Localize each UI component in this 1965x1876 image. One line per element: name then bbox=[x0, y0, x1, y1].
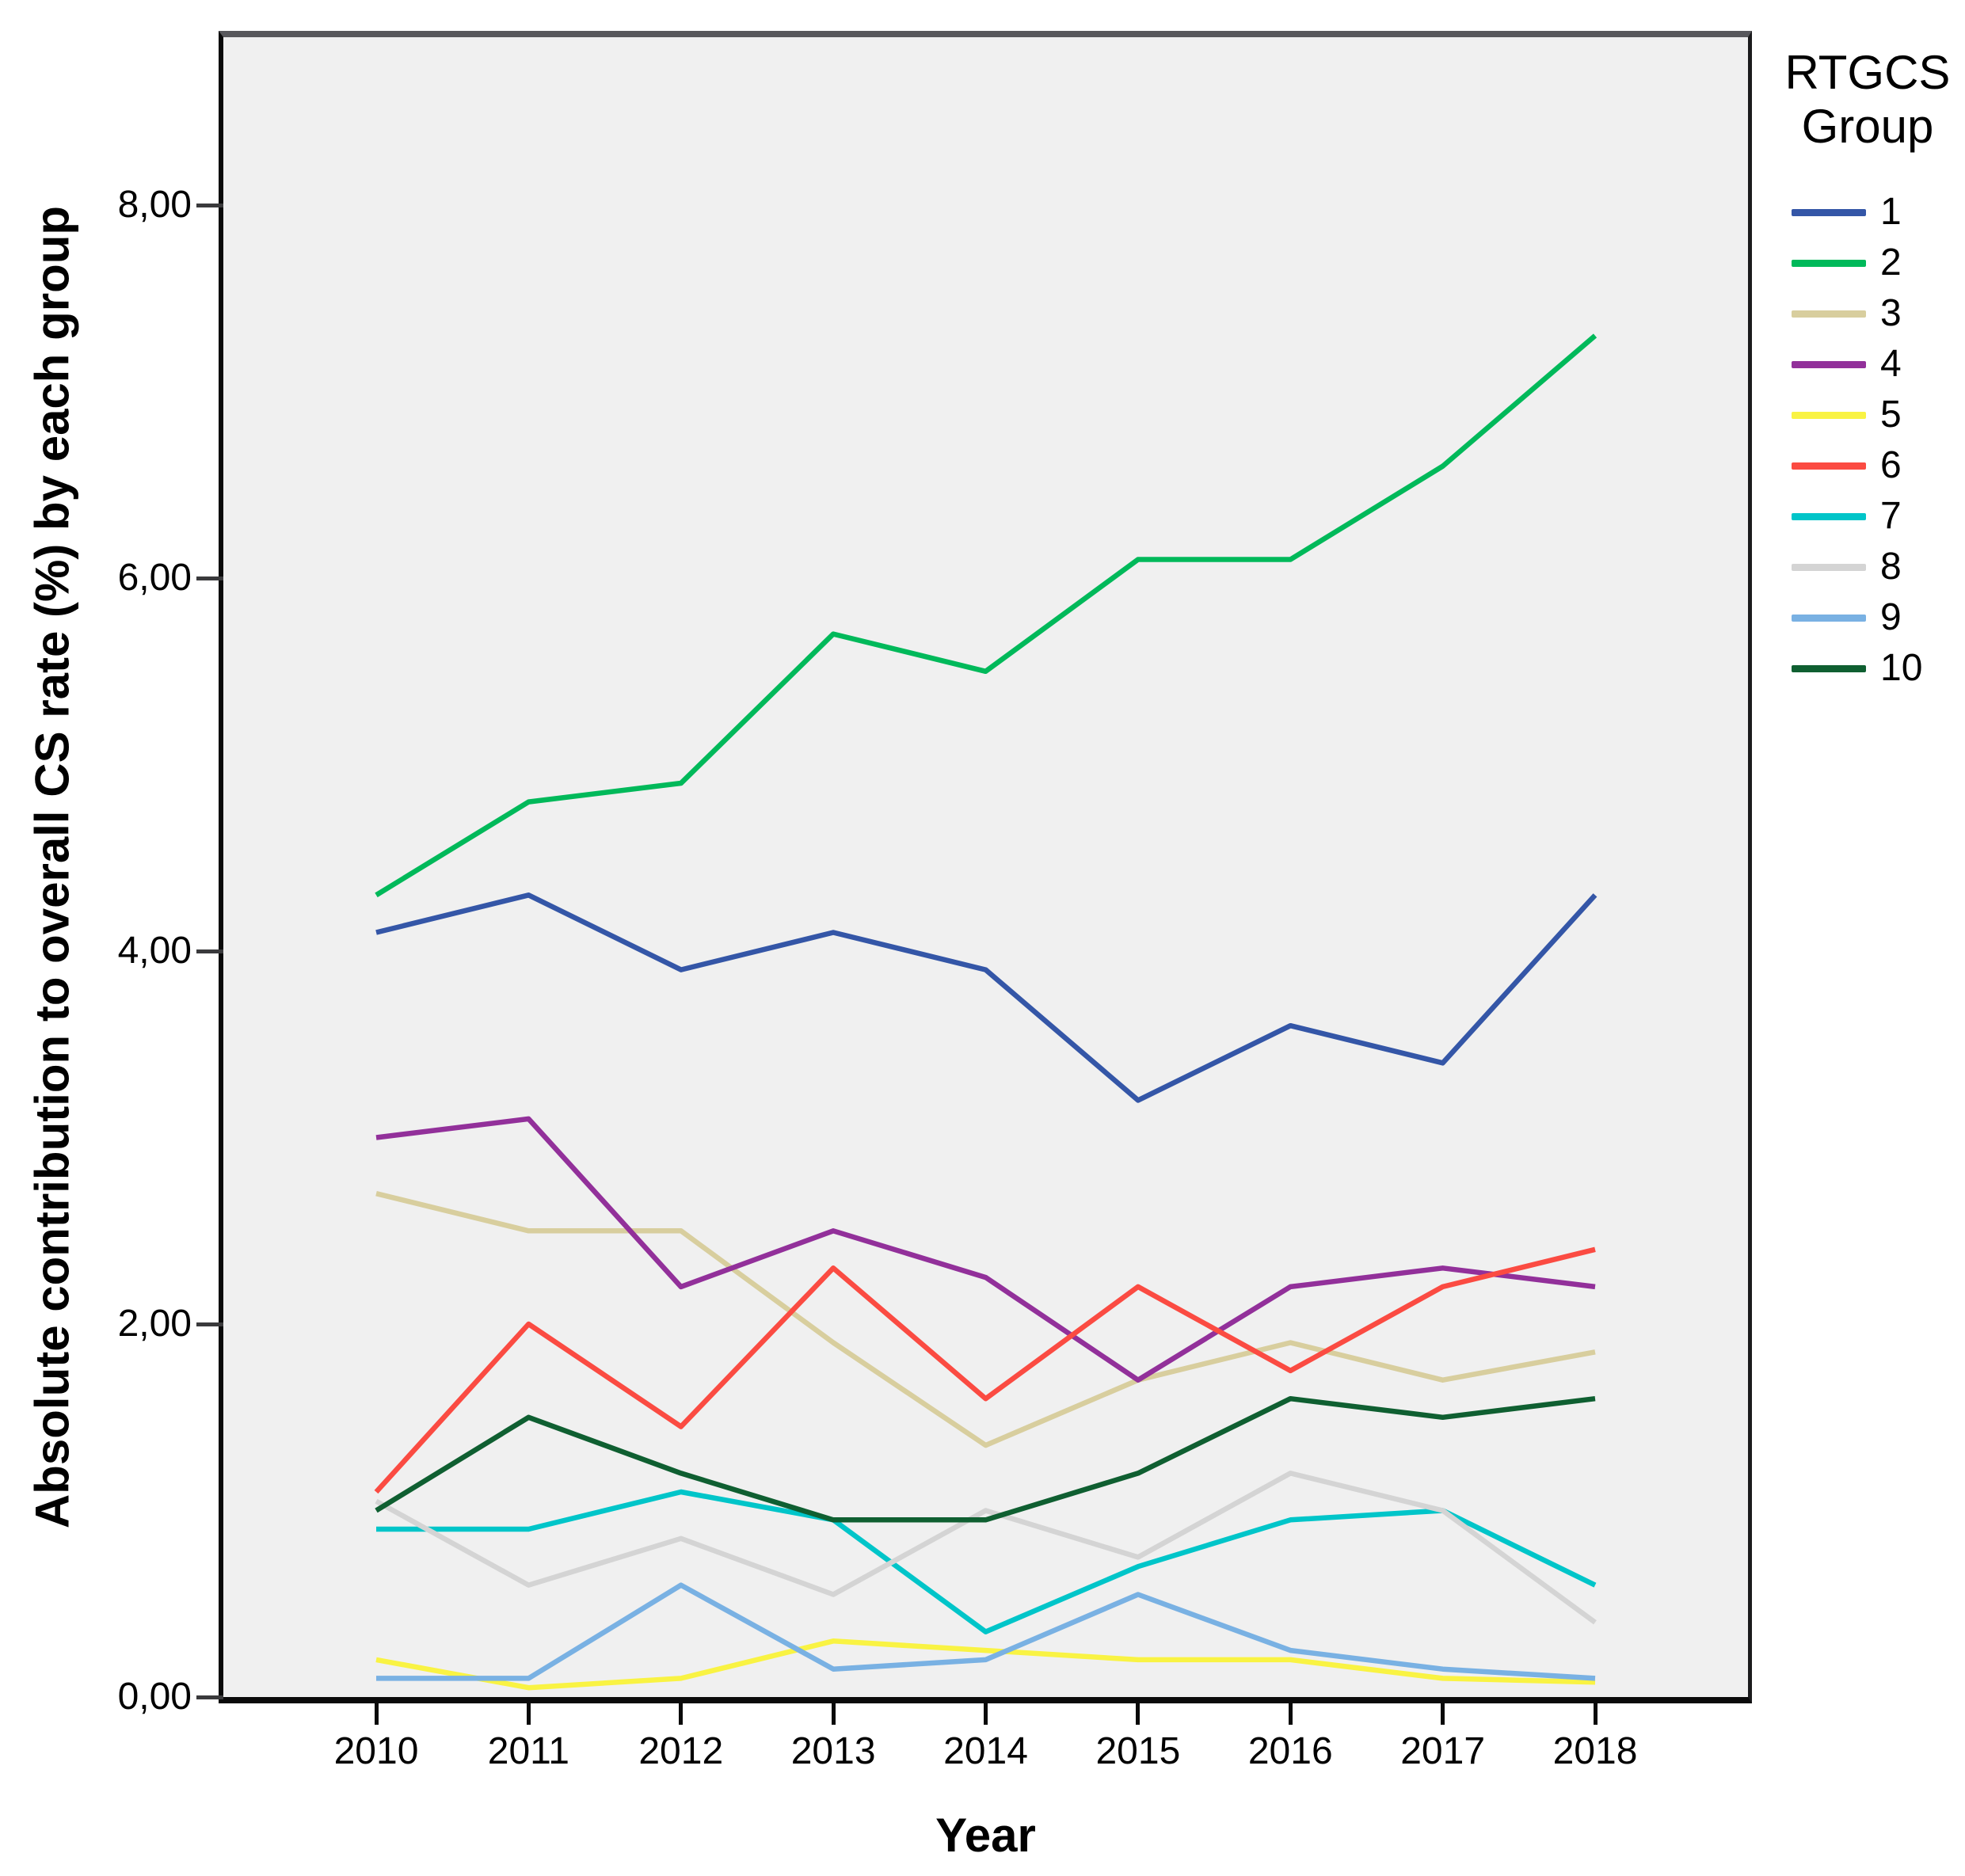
legend-rows: 1 2 3 4 5 6 7 8 9 10 bbox=[1774, 187, 1961, 694]
legend-swatch-9 bbox=[1792, 614, 1866, 622]
y-tick-mark bbox=[196, 1695, 223, 1699]
legend-swatch-4 bbox=[1792, 360, 1866, 368]
legend-item-4: 4 bbox=[1774, 339, 1961, 390]
x-tick-label: 2014 bbox=[943, 1730, 1028, 1772]
series-line-2 bbox=[375, 333, 1598, 898]
x-tick-label: 2013 bbox=[790, 1730, 876, 1772]
legend: RTGCS Group 1 2 3 4 5 6 7 8 9 10 bbox=[1774, 46, 1961, 694]
y-tick-label: 2,00 bbox=[117, 1303, 192, 1345]
legend-label: 7 bbox=[1880, 495, 1902, 537]
y-tick-mark bbox=[196, 203, 223, 207]
legend-item-10: 10 bbox=[1774, 643, 1961, 694]
x-tick-label: 2011 bbox=[487, 1730, 569, 1772]
legend-swatch-7 bbox=[1792, 512, 1866, 520]
series-line-8 bbox=[375, 1471, 1597, 1625]
x-tick-mark bbox=[831, 1703, 836, 1725]
series-line-5 bbox=[375, 1638, 1596, 1691]
legend-item-7: 7 bbox=[1774, 491, 1961, 542]
x-tick-label: 2018 bbox=[1552, 1730, 1638, 1772]
x-tick-mark bbox=[984, 1703, 988, 1725]
y-tick-mark bbox=[196, 1322, 223, 1326]
y-tick-mark bbox=[196, 949, 223, 953]
series-line-9 bbox=[376, 1582, 1596, 1681]
series-line-4 bbox=[375, 1116, 1596, 1383]
x-tick-label: 2010 bbox=[333, 1730, 419, 1772]
series-line-7 bbox=[376, 1489, 1597, 1634]
x-tick-label: 2012 bbox=[638, 1730, 724, 1772]
x-tick-mark bbox=[1593, 1703, 1598, 1725]
legend-item-1: 1 bbox=[1774, 187, 1961, 238]
y-tick-mark bbox=[196, 576, 223, 580]
legend-swatch-8 bbox=[1792, 563, 1866, 571]
x-tick-mark bbox=[374, 1703, 379, 1725]
legend-item-3: 3 bbox=[1774, 288, 1961, 339]
legend-label: 2 bbox=[1880, 242, 1902, 283]
legend-title-line2: Group bbox=[1801, 100, 1934, 153]
legend-swatch-6 bbox=[1792, 462, 1866, 470]
legend-label: 9 bbox=[1880, 596, 1902, 638]
legend-item-6: 6 bbox=[1774, 440, 1961, 491]
x-tick-label: 2017 bbox=[1400, 1730, 1486, 1772]
series-line-3 bbox=[375, 1191, 1596, 1448]
legend-label: 5 bbox=[1880, 394, 1902, 436]
legend-item-2: 2 bbox=[1774, 238, 1961, 288]
series-lines bbox=[374, 333, 1598, 1691]
series-line-10 bbox=[375, 1395, 1596, 1523]
legend-swatch-10 bbox=[1792, 664, 1866, 672]
legend-item-8: 8 bbox=[1774, 542, 1961, 592]
legend-title-line1: RTGCS bbox=[1784, 46, 1951, 99]
x-tick-mark bbox=[1441, 1703, 1445, 1725]
x-tick-mark bbox=[526, 1703, 531, 1725]
series-line-1 bbox=[375, 892, 1598, 1103]
series-line-6 bbox=[374, 1246, 1596, 1494]
legend-swatch-2 bbox=[1792, 259, 1866, 267]
legend-item-5: 5 bbox=[1774, 390, 1961, 440]
legend-swatch-3 bbox=[1792, 310, 1866, 318]
y-tick-label: 8,00 bbox=[117, 184, 192, 226]
legend-label: 4 bbox=[1880, 343, 1902, 385]
legend-label: 6 bbox=[1880, 444, 1902, 486]
legend-label: 1 bbox=[1880, 191, 1902, 233]
x-tick-mark bbox=[1136, 1703, 1141, 1725]
x-axis-title: Year bbox=[935, 1809, 1036, 1862]
legend-swatch-1 bbox=[1792, 208, 1866, 216]
legend-label: 10 bbox=[1880, 647, 1923, 689]
x-tick-label: 2015 bbox=[1095, 1730, 1181, 1772]
y-tick-label: 4,00 bbox=[117, 930, 192, 972]
y-tick-label: 6,00 bbox=[117, 557, 192, 599]
legend-label: 3 bbox=[1880, 292, 1902, 334]
y-tick-label: 0,00 bbox=[117, 1676, 192, 1718]
x-tick-label: 2016 bbox=[1247, 1730, 1333, 1772]
legend-swatch-5 bbox=[1792, 411, 1866, 419]
x-tick-mark bbox=[679, 1703, 684, 1725]
legend-label: 8 bbox=[1880, 546, 1902, 588]
legend-item-9: 9 bbox=[1774, 592, 1961, 643]
legend-title: RTGCS Group bbox=[1774, 46, 1961, 154]
plot-area bbox=[219, 31, 1752, 1703]
x-tick-mark bbox=[1288, 1703, 1293, 1725]
